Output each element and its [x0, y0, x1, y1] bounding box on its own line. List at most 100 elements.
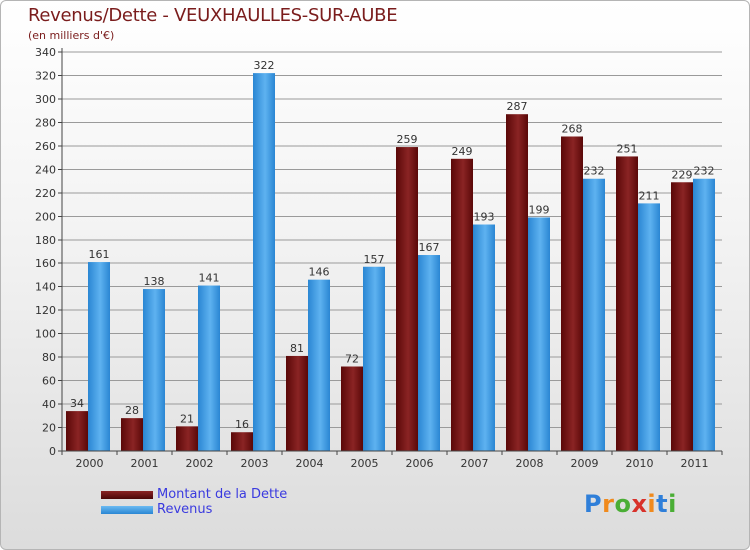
x-tick-label: 2000 [76, 457, 104, 470]
bar-debt [231, 432, 253, 451]
grid-lines [62, 51, 722, 452]
data-label: 72 [345, 353, 359, 366]
bars: 34 161 28 138 21 141 16 322 81 146 72 157 259 167 249 1… [66, 59, 715, 452]
bar-debt [616, 156, 638, 451]
legend-item-debt: Montant de la Dette [101, 487, 287, 502]
bar-revenus [198, 285, 220, 451]
y-tick-label: 320 [35, 69, 56, 82]
y-tick-label: 20 [42, 422, 56, 435]
proxiti-logo: Proxiti [584, 490, 677, 518]
legend-swatch-debt [101, 490, 153, 499]
bar-debt [286, 355, 308, 451]
y-tick-label: 220 [35, 187, 56, 200]
data-label: 322 [254, 59, 275, 72]
x-tick-label: 2010 [626, 457, 654, 470]
data-label: 161 [89, 248, 110, 261]
legend-item-revenus: Revenus [101, 502, 287, 517]
legend-swatch-revenus [101, 505, 153, 514]
data-label: 199 [529, 203, 550, 216]
data-label: 81 [290, 342, 304, 355]
logo-letter: P [584, 490, 603, 518]
data-label: 229 [672, 168, 693, 181]
data-label: 259 [397, 133, 418, 146]
y-tick-label: 40 [42, 398, 56, 411]
logo-letter: i [647, 490, 657, 518]
legend: Montant de la Dette Revenus [101, 487, 287, 517]
data-label: 211 [639, 189, 660, 202]
y-tick-label: 280 [35, 116, 56, 129]
bar-revenus [473, 224, 495, 451]
logo-letter: r [602, 490, 615, 518]
data-label: 138 [144, 275, 165, 288]
bar-revenus [693, 178, 715, 451]
x-tick-label: 2001 [131, 457, 159, 470]
y-tick-label: 100 [35, 328, 56, 341]
bar-debt [671, 182, 693, 451]
logo-letter: i [668, 490, 677, 518]
data-label: 193 [474, 211, 495, 224]
y-tick-label: 80 [42, 351, 56, 364]
data-label: 251 [617, 142, 638, 155]
bar-debt [561, 136, 583, 451]
bar-debt [396, 147, 418, 451]
data-label: 232 [694, 165, 715, 178]
bar-revenus [638, 203, 660, 451]
bar-debt [121, 418, 143, 451]
axes: 0 20 40 60 80 100 120 140 160 180 200 220 240 260 280 3… [35, 46, 723, 470]
bar-revenus [418, 255, 440, 451]
data-label: 16 [235, 418, 249, 431]
bar-debt [341, 366, 363, 451]
data-label: 287 [507, 100, 528, 113]
data-label: 146 [309, 266, 330, 279]
data-label: 157 [364, 253, 385, 266]
x-tick-label: 2003 [241, 457, 269, 470]
data-label: 28 [125, 404, 139, 417]
bar-revenus [143, 289, 165, 451]
bar-revenus [583, 178, 605, 451]
y-tick-label: 200 [35, 210, 56, 223]
bar-revenus [308, 279, 330, 451]
y-tick-label: 140 [35, 281, 56, 294]
data-label: 34 [70, 397, 84, 410]
y-tick-label: 340 [35, 46, 56, 59]
data-label: 232 [584, 165, 605, 178]
bar-revenus [88, 262, 110, 451]
x-tick-label: 2009 [571, 457, 599, 470]
y-tick-label: 60 [42, 375, 56, 388]
x-tick-label: 2011 [681, 457, 709, 470]
bar-revenus [528, 217, 550, 451]
bar-debt [451, 158, 473, 451]
x-tick-label: 2006 [406, 457, 434, 470]
y-tick-label: 240 [35, 163, 56, 176]
y-tick-label: 120 [35, 304, 56, 317]
data-label: 249 [452, 145, 473, 158]
legend-label-revenus: Revenus [157, 502, 213, 517]
x-tick-label: 2005 [351, 457, 379, 470]
data-label: 141 [199, 272, 220, 285]
y-tick-label: 260 [35, 140, 56, 153]
y-tick-label: 0 [49, 445, 56, 458]
bar-debt [66, 411, 88, 451]
bar-revenus [363, 266, 385, 451]
data-label: 167 [419, 241, 440, 254]
y-tick-label: 300 [35, 93, 56, 106]
legend-label-debt: Montant de la Dette [157, 487, 288, 502]
data-label: 268 [562, 122, 583, 135]
logo-letter: o [614, 490, 632, 518]
x-tick-label: 2008 [516, 457, 544, 470]
bar-revenus [253, 73, 275, 451]
x-tick-label: 2004 [296, 457, 324, 470]
y-tick-label: 180 [35, 234, 56, 247]
y-tick-label: 160 [35, 257, 56, 270]
logo-letter: t [656, 490, 669, 518]
bar-debt [176, 426, 198, 451]
x-tick-label: 2007 [461, 457, 489, 470]
x-tick-label: 2002 [186, 457, 214, 470]
chart-subtitle: (en milliers d'€) [28, 29, 115, 42]
data-label: 21 [180, 412, 194, 425]
logo-letter: x [631, 490, 648, 518]
bar-debt [506, 114, 528, 452]
chart-title: Revenus/Dette - VEUXHAULLES-SUR-AUBE [28, 5, 398, 26]
